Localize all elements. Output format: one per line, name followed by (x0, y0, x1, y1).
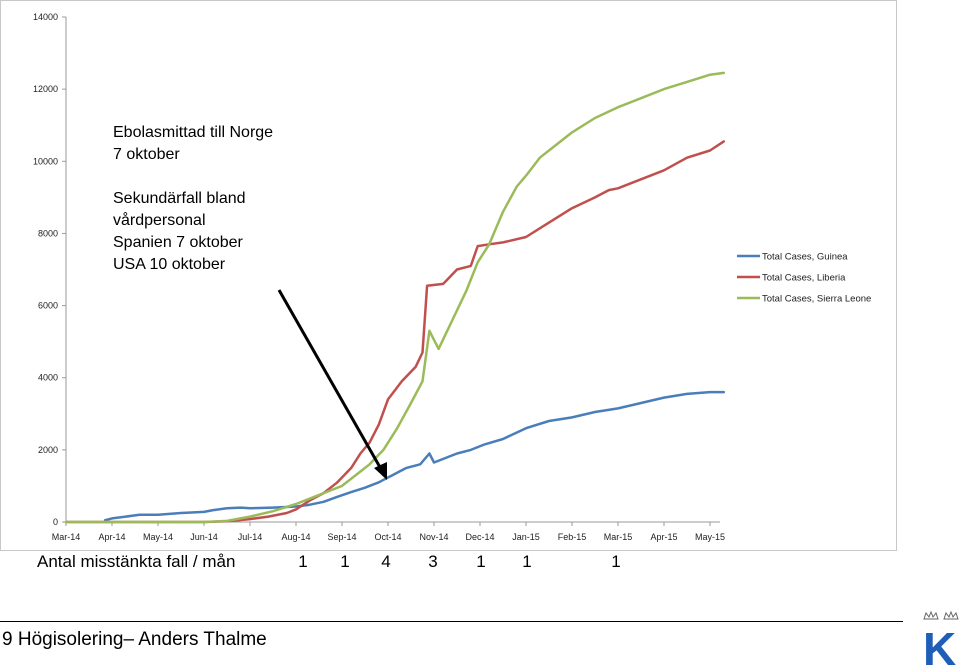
y-tick-label: 10000 (33, 156, 58, 166)
x-tick-label: Jun-14 (190, 532, 218, 542)
x-tick-label: Nov-14 (419, 532, 448, 542)
series-line (64, 71, 726, 524)
annotation-line-3: Sekundärfall bland (113, 190, 246, 207)
crown-icon (923, 610, 959, 620)
suspected-count: 1 (476, 552, 486, 571)
x-tick-label: May-15 (695, 532, 725, 542)
footer-text: 9 Högisolering– Anders Thalme (2, 629, 267, 650)
x-tick-label: Apr-15 (650, 532, 677, 542)
y-tick-label: 6000 (38, 301, 58, 311)
annotation-text: Ebolasmittad till Norge 7 oktober Sekund… (113, 122, 273, 276)
x-tick-label: Dec-14 (465, 532, 494, 542)
arrow-head (374, 462, 387, 480)
legend: Total Cases, Guinea Total Cases, Liberia T… (737, 252, 871, 305)
legend-label: Total Cases, Guinea (762, 252, 848, 263)
y-tick-label: 14000 (33, 12, 58, 22)
x-tick-label: Aug-14 (281, 532, 310, 542)
annotation-spacer (113, 166, 273, 188)
x-tick-label: Apr-14 (98, 532, 125, 542)
x-tick-label: Jul-14 (238, 532, 263, 542)
y-tick-label: 8000 (38, 228, 58, 238)
suspected-count: 1 (611, 552, 621, 571)
series-line (64, 140, 726, 524)
annotation-line-4: vårdpersonal (113, 212, 206, 229)
y-tick-label: 12000 (33, 84, 58, 94)
logo-letter: K (923, 623, 956, 668)
chart-border (0, 0, 897, 551)
arrow-shaft (277, 289, 383, 470)
suspected-count: 1 (522, 552, 532, 571)
suspected-count: 1 (298, 552, 308, 571)
y-tick-labels: 0 2000 4000 6000 8000 10000 12000 14000 (33, 12, 66, 527)
x-tick-labels: Mar-14 Apr-14 May-14 Jun-14 Jul-14 Aug-14 Sep-… (52, 522, 725, 542)
suspected-count: 1 (340, 552, 350, 571)
karolinska-logo: K (923, 610, 959, 668)
legend-label: Total Cases, Liberia (762, 273, 846, 284)
suspected-count: 4 (381, 552, 391, 571)
x-tick-label: Jan-15 (512, 532, 540, 542)
y-tick-label: 2000 (38, 445, 58, 455)
x-tick-label: May-14 (143, 532, 173, 542)
x-tick-label: Feb-15 (558, 532, 587, 542)
y-tick-label: 0 (53, 517, 58, 527)
annotation-arrow (277, 289, 387, 480)
chart-area: 0 2000 4000 6000 8000 10000 12000 14000 Mar-14 A… (0, 0, 897, 551)
legend-label: Total Cases, Sierra Leone (762, 294, 871, 305)
annotation-line-2: 7 oktober (113, 146, 180, 163)
suspected-count: 3 (428, 552, 438, 571)
annotation-line-1: Ebolasmittad till Norge (113, 124, 274, 141)
annotation-line-5: Spanien 7 oktober (113, 234, 243, 251)
x-tick-label: Oct-14 (374, 532, 401, 542)
x-tick-label: Mar-14 (52, 532, 81, 542)
annotation-line-6: USA 10 oktober (113, 256, 226, 273)
suspected-cases-label: Antal misstänkta fall / mån (37, 552, 236, 571)
y-tick-label: 4000 (38, 373, 58, 383)
x-tick-label: Sep-14 (327, 532, 356, 542)
footer-divider (0, 621, 903, 622)
x-tick-label: Mar-15 (604, 532, 633, 542)
